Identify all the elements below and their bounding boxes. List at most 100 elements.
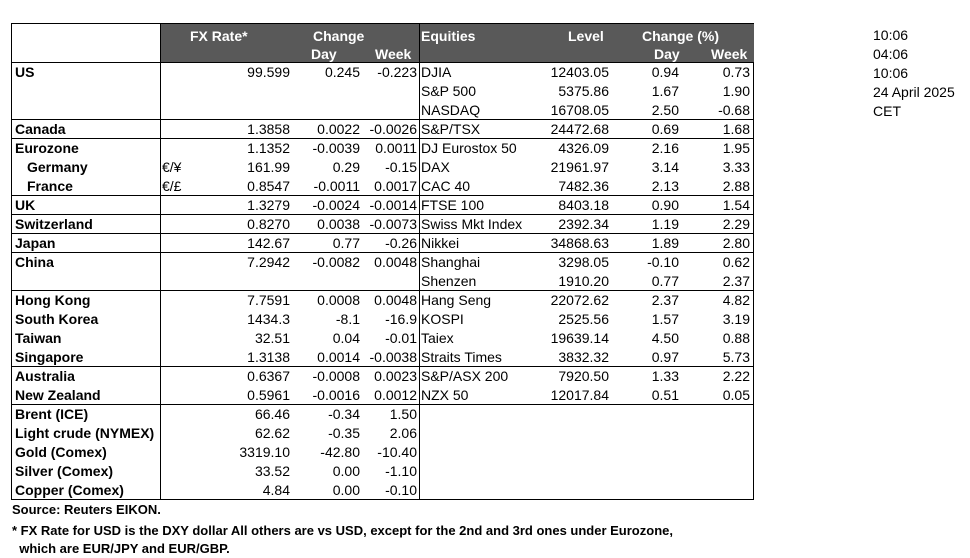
row-fx-week	[352, 272, 417, 291]
header-week: Week	[375, 46, 412, 62]
row-equity-level: 1910.20	[558, 273, 609, 289]
row-fx-day: 0.0008	[317, 292, 360, 308]
row-equity-day: 0.51	[651, 387, 679, 403]
row-label	[15, 82, 165, 101]
row-equity-name: Straits Times	[421, 349, 502, 365]
row-fx-rate: 62.62	[254, 425, 290, 441]
row-equity-day	[612, 443, 679, 462]
row-fx-week: -0.26	[385, 235, 417, 251]
row-equity-day: 0.69	[651, 121, 679, 137]
table-row: NASDAQ 16708.05 2.50 -0.68	[12, 101, 753, 120]
row-fx-day	[290, 101, 360, 120]
row-fx-rate: 66.46	[254, 406, 290, 422]
source-note: Source: Reuters EIKON.	[12, 502, 161, 517]
row-label: Silver (Comex)	[15, 463, 114, 479]
grid-vertical-line	[419, 24, 420, 499]
footnote-line-2: which are EUR/JPY and EUR/GBP.	[12, 541, 230, 556]
grid-horizontal-line	[12, 290, 753, 291]
row-fx-week: -0.10	[385, 482, 417, 498]
row-equity-name: DJ Eurostox 50	[421, 140, 517, 156]
date: 24 April 2025	[873, 84, 955, 100]
row-equity-name: KOSPI	[421, 311, 464, 327]
row-fx-day: -0.0082	[312, 254, 360, 270]
row-equity-day: 1.89	[651, 235, 679, 251]
row-currency-symbol: €/¥	[162, 159, 182, 175]
row-equity-level	[532, 481, 609, 500]
header-level: Level	[568, 28, 604, 44]
row-equity-level	[532, 424, 609, 443]
row-label: Australia	[15, 368, 75, 384]
row-fx-day: -0.0011	[313, 178, 360, 194]
table-row: Australia 0.6367 -0.0008 0.0023 S&P/ASX 200 7…	[12, 367, 753, 386]
row-fx-rate: 32.51	[254, 330, 290, 346]
row-label: Hong Kong	[15, 292, 91, 308]
row-fx-week: 1.50	[389, 406, 417, 422]
row-equity-week: 4.82	[722, 292, 750, 308]
row-equity-week: 1.68	[722, 121, 750, 137]
row-equity-name: Nikkei	[421, 235, 460, 251]
row-equity-day: 1.19	[651, 216, 679, 232]
row-equity-level: 21961.97	[550, 159, 609, 175]
grid-horizontal-line	[12, 119, 753, 120]
row-equity-week: 1.95	[722, 140, 750, 156]
row-fx-week: -0.223	[377, 64, 417, 80]
row-label: US	[15, 64, 35, 80]
row-equity-level: 19639.14	[550, 330, 609, 346]
row-label: China	[15, 254, 54, 270]
row-fx-week: 2.06	[389, 425, 417, 441]
table-row: China 7.2942 -0.0082 0.0048 Shanghai 3298.05 -…	[12, 253, 753, 272]
row-fx-day: -0.0016	[312, 387, 360, 403]
row-fx-week	[352, 82, 417, 101]
row-fx-rate	[180, 101, 290, 120]
table-row: Light crude (NYMEX) 62.62 -0.35 2.06	[12, 424, 753, 443]
row-equity-level: 24472.68	[550, 121, 609, 137]
row-fx-rate: 4.84	[262, 482, 290, 498]
row-fx-week: 0.0011	[375, 140, 417, 156]
row-equity-day: 0.94	[651, 64, 679, 80]
table-row: UK 1.3279 -0.0024 -0.0014 FTSE 100 8403.18 0.9…	[12, 196, 753, 215]
row-equity-week: 2.80	[722, 235, 750, 251]
row-equity-day: 0.97	[651, 349, 679, 365]
row-fx-day: 0.0038	[317, 216, 360, 232]
row-fx-day: 0.0014	[317, 349, 360, 365]
row-equity-day: 2.37	[651, 292, 679, 308]
row-fx-day: 0.00	[332, 463, 360, 479]
row-equity-week	[682, 443, 750, 462]
row-fx-rate: 1.3138	[247, 349, 290, 365]
row-equity-name: DJIA	[421, 64, 452, 80]
row-equity-day	[612, 481, 679, 500]
row-fx-week: -0.0014	[369, 197, 417, 213]
row-equity-week: 0.62	[722, 254, 750, 270]
table-row: France €/£ 0.8547 -0.0011 0.0017 CAC 40 7482.3…	[12, 177, 753, 196]
row-fx-day	[290, 82, 360, 101]
header-band	[160, 24, 754, 62]
row-label: Copper (Comex)	[15, 482, 124, 498]
row-equity-level	[532, 443, 609, 462]
grid-horizontal-line	[12, 404, 753, 405]
row-label: New Zealand	[15, 387, 101, 403]
table-row: Eurozone 1.1352 -0.0039 0.0011 DJ Eurostox 5…	[12, 139, 753, 158]
grid-horizontal-line	[12, 252, 753, 253]
row-equity-day: 3.14	[651, 159, 679, 175]
table-row: Singapore 1.3138 0.0014 -0.0038 Straits Time…	[12, 348, 753, 367]
row-fx-rate: 0.5961	[247, 387, 290, 403]
row-fx-rate: 7.2942	[247, 254, 290, 270]
row-equity-name: FTSE 100	[421, 197, 485, 213]
row-fx-rate: 7.7591	[247, 292, 290, 308]
row-equity-day: 0.90	[651, 197, 679, 213]
grid-horizontal-line	[12, 138, 753, 139]
row-fx-week: 0.0017	[374, 178, 417, 194]
row-equity-week: 0.05	[722, 387, 750, 403]
time-1: 10:06	[873, 27, 909, 43]
row-fx-rate: 0.8270	[247, 216, 290, 232]
row-fx-day: 0.77	[332, 235, 360, 251]
row-equity-week: 0.88	[722, 330, 750, 346]
table-row: Shenzen 1910.20 0.77 2.37	[12, 272, 753, 291]
row-equity-level: 2525.56	[558, 311, 609, 327]
table-row: Copper (Comex) 4.84 0.00 -0.10	[12, 481, 753, 500]
table-row: S&P 500 5375.86 1.67 1.90	[12, 82, 753, 101]
row-equity-name: Hang Seng	[421, 292, 492, 308]
row-equity-week: 2.29	[722, 216, 750, 232]
row-fx-week	[352, 101, 417, 120]
table-row: Canada 1.3858 0.0022 -0.0026 S&P/TSX 24472.68…	[12, 120, 753, 139]
